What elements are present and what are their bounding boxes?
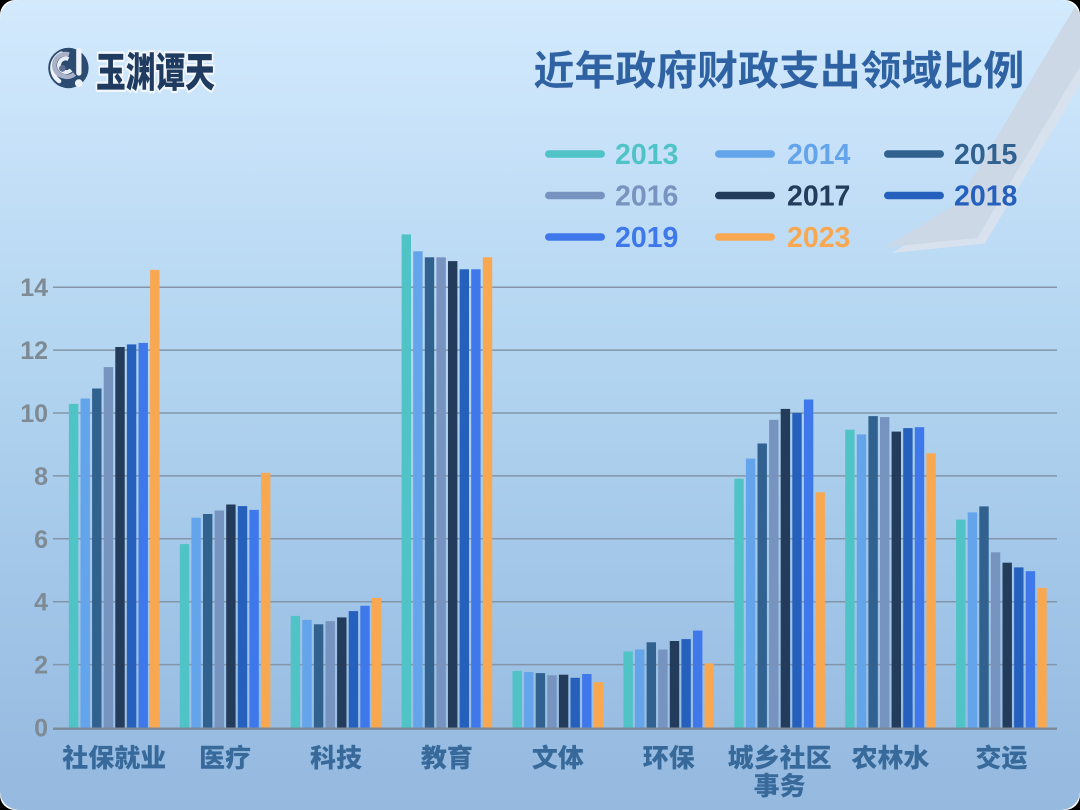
svg-text:2017: 2017 (787, 181, 850, 213)
svg-text:6: 6 (34, 526, 48, 554)
svg-text:4: 4 (34, 589, 48, 617)
svg-text:12: 12 (20, 337, 48, 365)
svg-text:2016: 2016 (615, 181, 678, 213)
svg-text:2023: 2023 (787, 222, 850, 254)
svg-text:8: 8 (34, 463, 48, 491)
svg-text:2018: 2018 (954, 181, 1017, 213)
svg-text:14: 14 (20, 274, 48, 302)
svg-text:2013: 2013 (615, 139, 678, 171)
svg-text:2: 2 (34, 652, 48, 680)
svg-text:2014: 2014 (787, 139, 851, 171)
svg-text:2019: 2019 (615, 222, 678, 254)
svg-text:2015: 2015 (954, 139, 1018, 171)
svg-text:0: 0 (34, 715, 48, 743)
svg-text:10: 10 (20, 400, 48, 428)
